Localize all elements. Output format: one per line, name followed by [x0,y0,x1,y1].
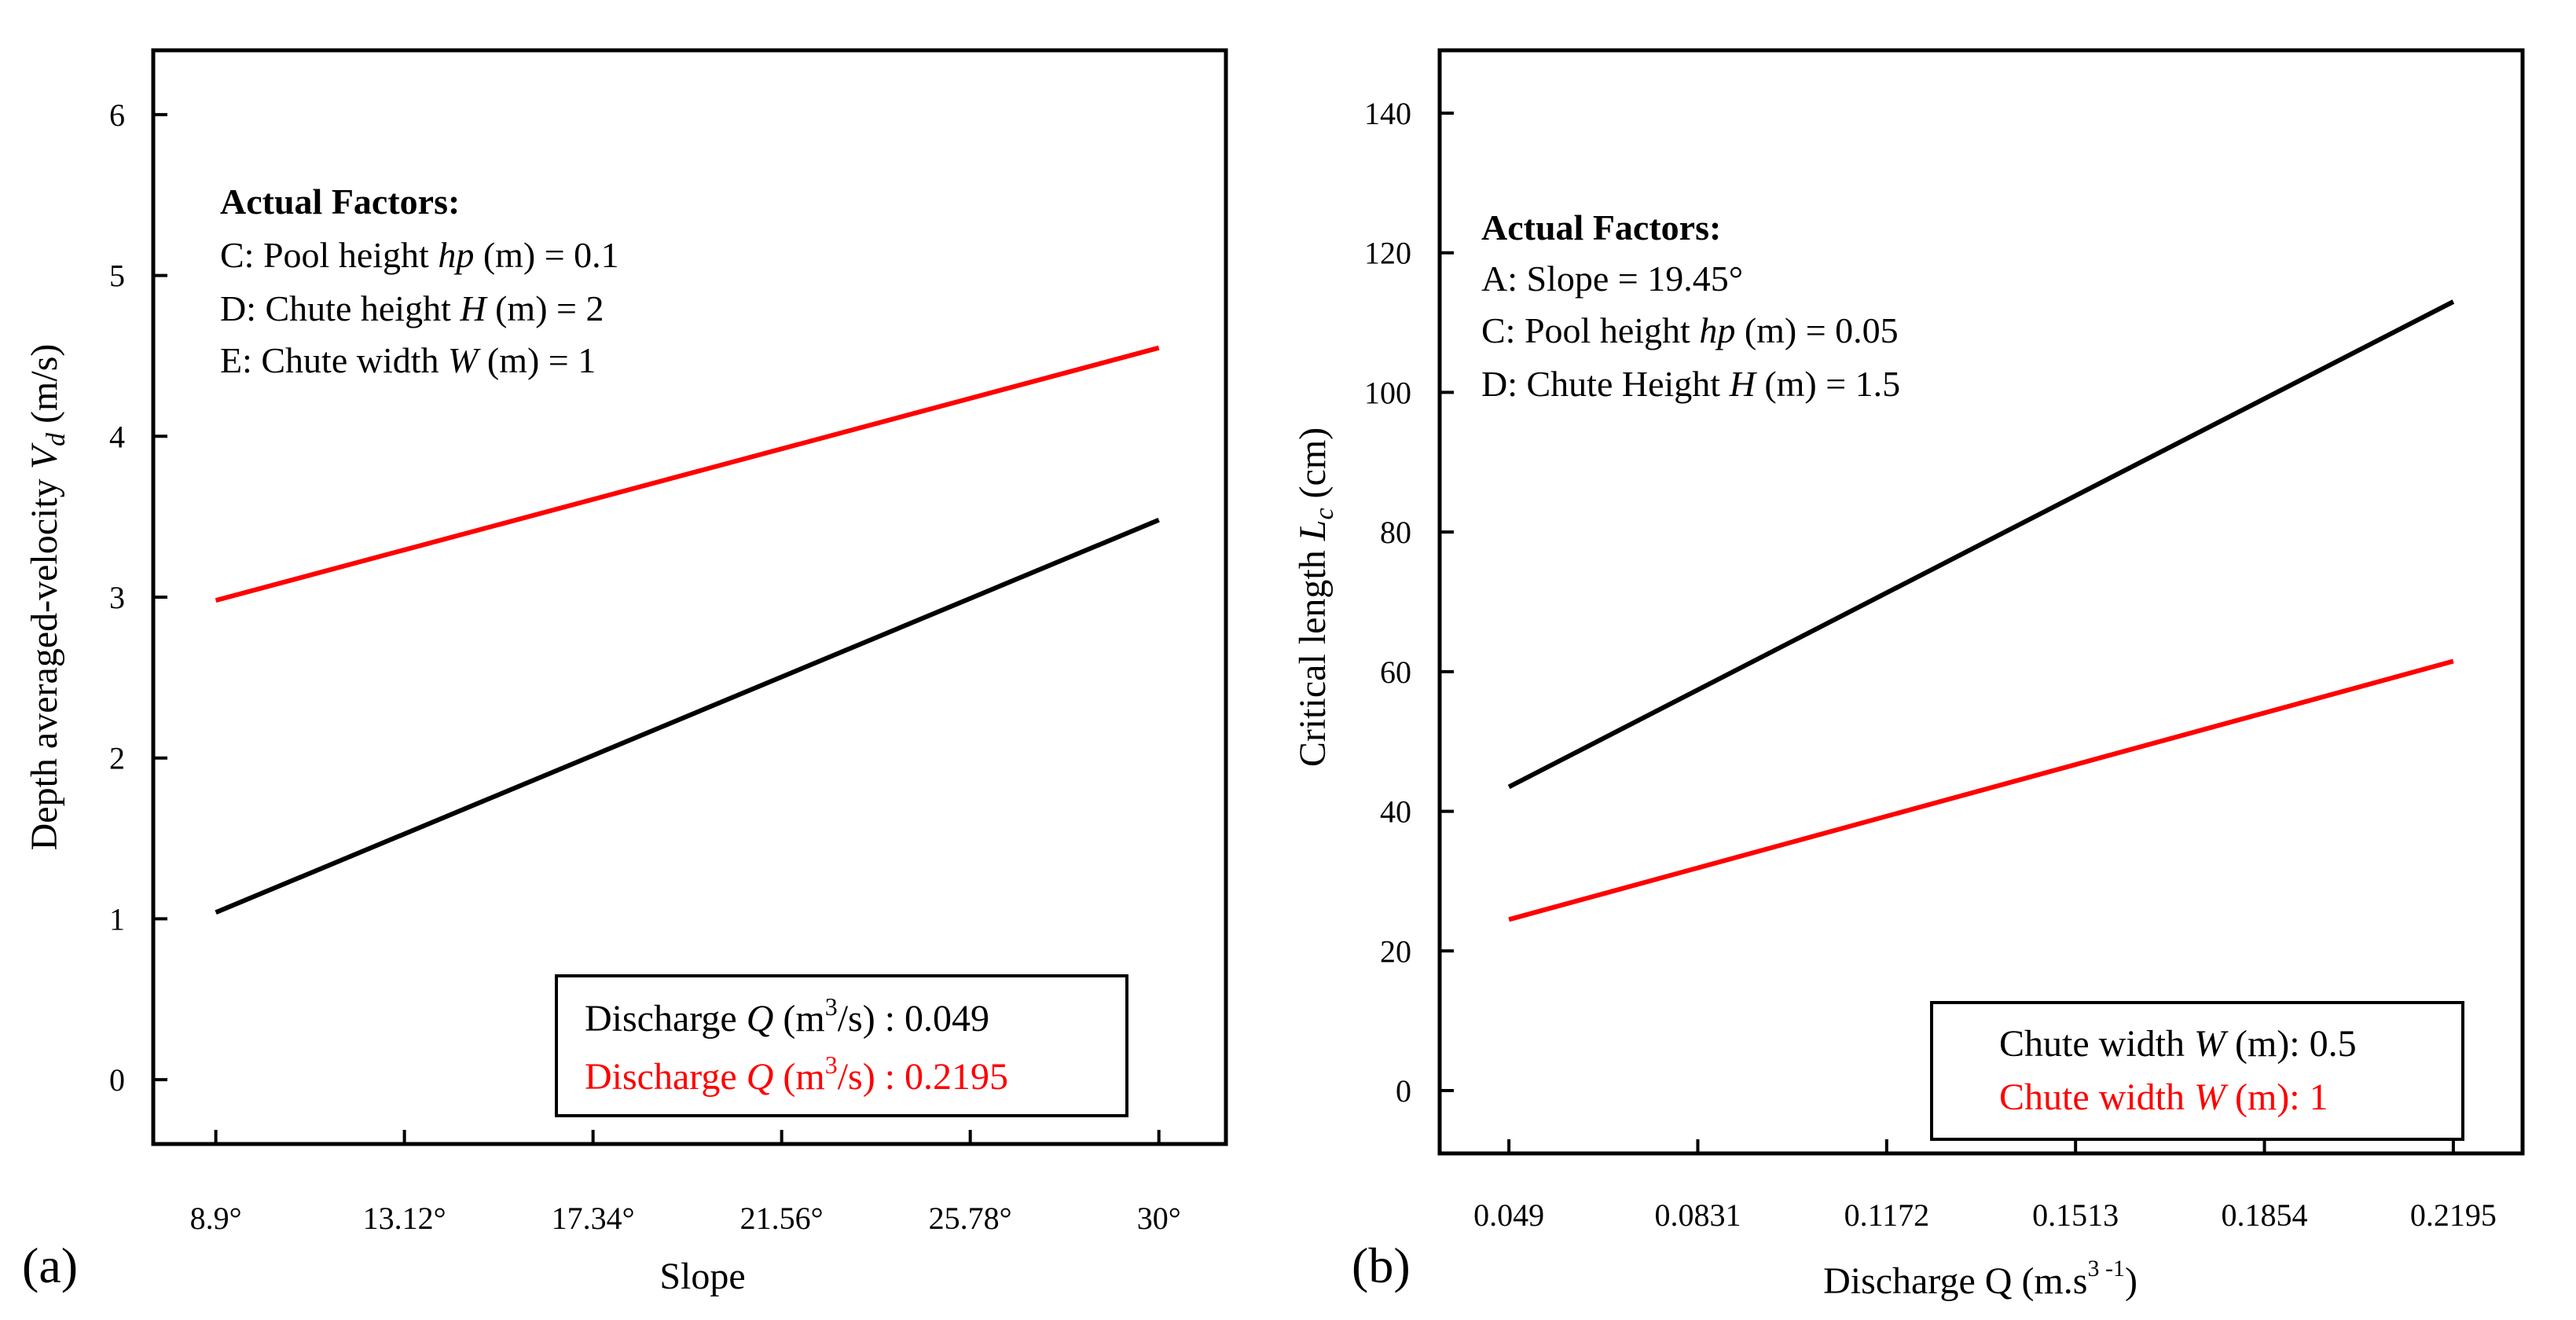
factor-line: E: Chute width W (m) = 1 [220,340,596,380]
series-line [215,517,1160,915]
legend-entry: Discharge Q (m3/s) : 0.2195 [585,1050,1008,1098]
series-line [1508,658,2454,922]
y-tick-label: 0 [1396,1073,1411,1109]
y-tick-label: 60 [1380,654,1411,690]
legend: Discharge Q (m3/s) : 0.049 Discharge Q (… [555,974,1128,1117]
panel-tag: (a) [22,1238,78,1293]
x-axis-ticks: 0.049 0.0831 0.1172 0.1513 0.1854 0.2195 [1473,1139,2497,1233]
y-tick-label: 0 [109,1062,125,1098]
actual-factors-title: Actual Factors: [1481,207,1721,248]
y-tick-label: 5 [109,258,125,294]
plot-frame [1437,48,2525,1156]
legend-entry: Discharge Q (m3/s) : 0.049 [585,992,989,1040]
actual-factors-box: Actual Factors: A: Slope = 19.45° C: Poo… [1481,207,1900,404]
factor-line: C: Pool height hp (m) = 0.05 [1481,310,1899,350]
y-tick-label: 4 [109,419,125,454]
y-tick-label: 3 [109,580,125,615]
x-axis-label: Slope [659,1256,745,1297]
actual-factors-title: Actual Factors: [220,182,460,222]
y-tick-label: 6 [109,97,125,133]
x-tick-label: 25.78° [929,1201,1012,1236]
x-tick-label: 17.34° [552,1201,635,1236]
x-tick-label: 0.049 [1473,1197,1544,1233]
x-tick-label: 0.0831 [1654,1197,1741,1233]
y-tick-label: 20 [1380,933,1411,969]
factor-line: C: Pool height hp (m) = 0.1 [220,235,619,275]
y-axis-label: Critical length Lc (cm) [1292,427,1339,767]
x-axis-label: Discharge Q (m.s3 -1) [1823,1256,2137,1302]
legend-entry: Chute width W (m): 1 [1999,1076,2328,1118]
series-lines [1507,299,2455,922]
legend: Chute width W (m): 0.5 Chute width W (m)… [1930,1001,2464,1141]
series-line [1507,299,2455,790]
y-tick-label: 80 [1380,515,1411,550]
x-tick-label: 8.9° [190,1201,242,1236]
y-tick-label: 40 [1380,794,1411,830]
x-tick-label: 13.12° [363,1201,446,1236]
x-tick-label: 0.2195 [2410,1197,2497,1233]
panel-tag: (b) [1352,1238,1411,1293]
panel-b-chart: 0 20 40 60 80 100 120 140 0.049 0.0831 0.1172 0.15… [1292,48,2525,1302]
x-tick-label: 0.1172 [1844,1197,1930,1233]
x-tick-label: 0.1513 [2032,1197,2119,1233]
series-lines [215,345,1160,915]
series-line [215,345,1160,603]
x-axis-ticks: 8.9° 13.12° 17.34° 21.56° 25.78° 30° [190,1130,1181,1236]
y-axis-ticks: 0 1 2 3 4 5 6 [109,97,167,1098]
factor-line: D: Chute Height H (m) = 1.5 [1481,364,1900,404]
y-tick-label: 1 [109,901,125,937]
x-tick-label: 30° [1137,1201,1181,1236]
y-tick-label: 140 [1364,96,1411,131]
legend-box [1930,1001,2464,1141]
y-tick-label: 120 [1364,236,1411,271]
y-tick-label: 100 [1364,375,1411,410]
y-tick-label: 2 [109,741,125,776]
x-tick-label: 21.56° [740,1201,824,1236]
factor-line: D: Chute height H (m) = 2 [220,288,604,328]
y-axis-label: Depth averaged-velocity Vd (m/s) [24,344,71,851]
actual-factors-box: Actual Factors: C: Pool height hp (m) = … [220,182,619,380]
factor-line: A: Slope = 19.45° [1481,258,1743,299]
legend-box [555,974,1128,1117]
y-axis-ticks: 0 20 40 60 80 100 120 140 [1364,96,1454,1109]
legend-entry: Chute width W (m): 0.5 [1999,1023,2357,1065]
x-tick-label: 0.1854 [2222,1197,2308,1233]
